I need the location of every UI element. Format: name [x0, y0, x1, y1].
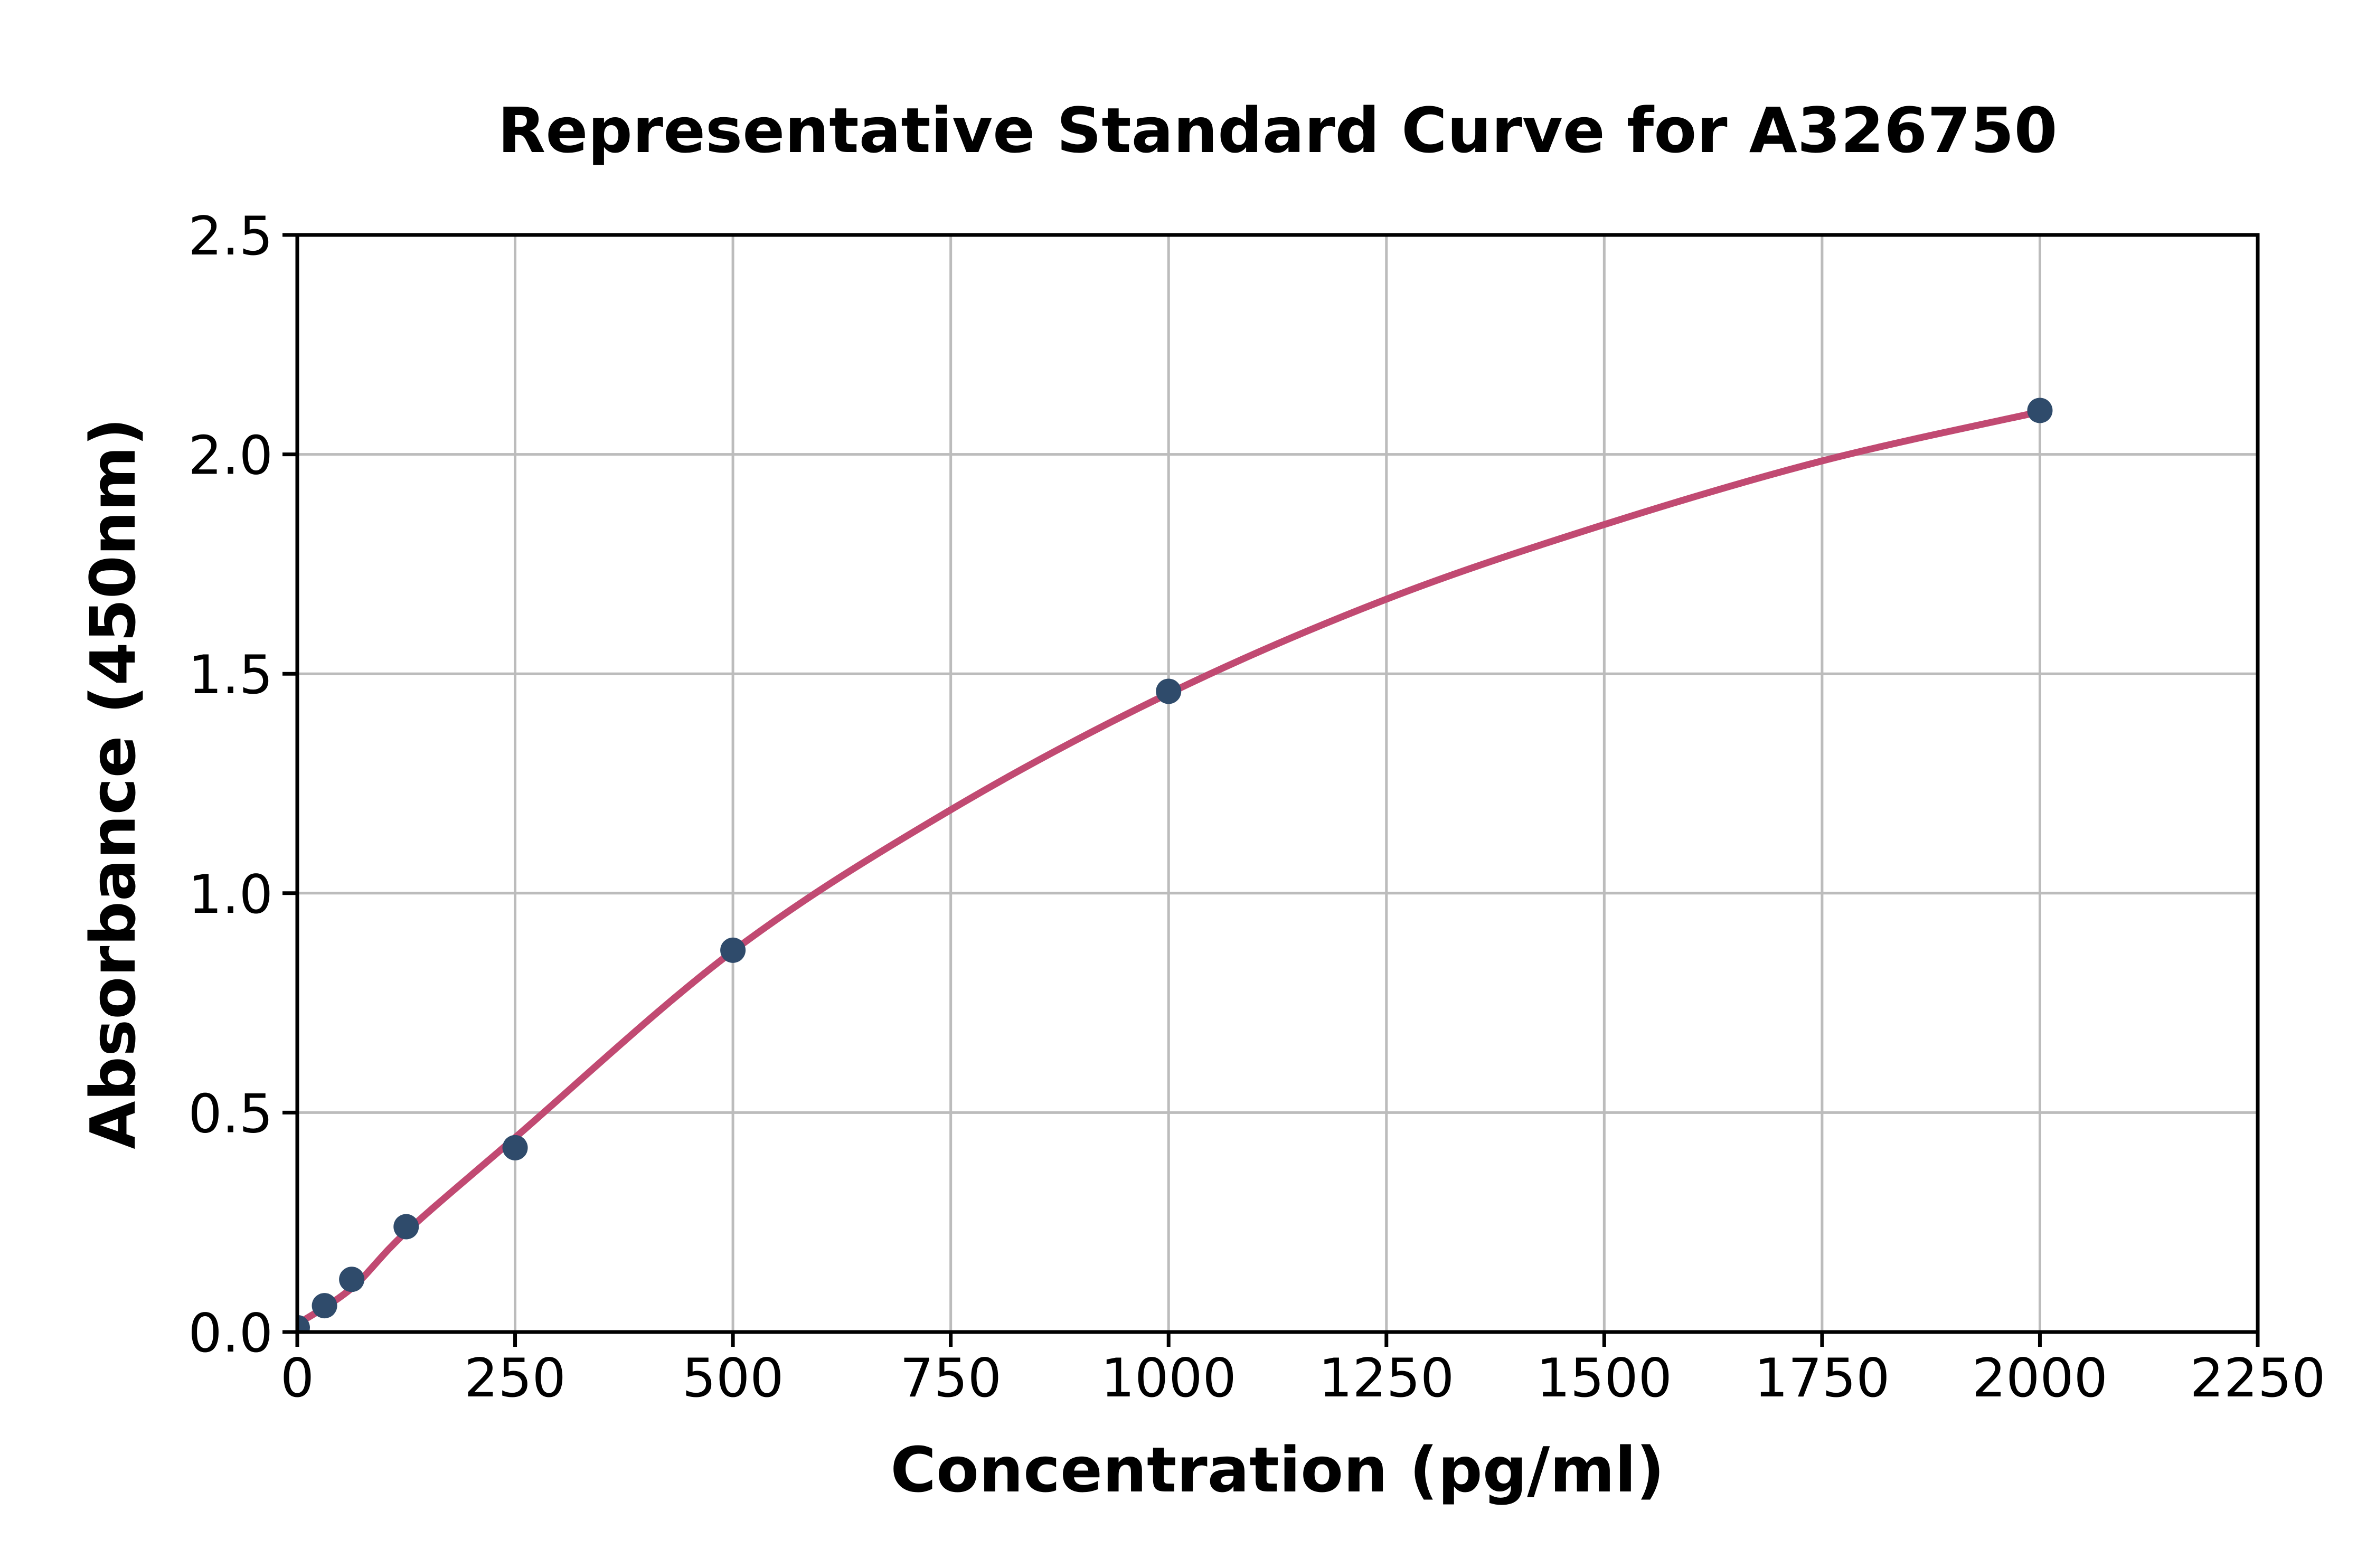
- axis-ticks: [282, 233, 2260, 1347]
- y-tick-label: 1.5: [188, 644, 273, 706]
- gridlines: [296, 233, 2259, 1334]
- fitted-curve: [297, 408, 2043, 1328]
- chart-title: Representative Standard Curve for A32675…: [497, 94, 2057, 167]
- x-tick-label: 500: [682, 1347, 784, 1409]
- x-axis-label: Concentration (pg/ml): [890, 1433, 1664, 1506]
- data-point: [393, 1214, 419, 1240]
- y-tick-label: 0.0: [188, 1302, 273, 1364]
- x-tick-label: 2000: [1972, 1347, 2108, 1409]
- x-tick-label: 2250: [2190, 1347, 2325, 1409]
- y-tick-label: 0.5: [188, 1082, 273, 1145]
- axes-box: [295, 233, 2260, 1334]
- x-tick-label: 1750: [1754, 1347, 1890, 1409]
- data-point: [339, 1267, 365, 1292]
- x-tick-label: 1000: [1101, 1347, 1237, 1409]
- tick-labels: 0 250 500 750 1000 1250 1500 1750 2000 2250 0.0 0.5…: [188, 205, 2325, 1409]
- axes-spines: [295, 233, 2260, 1334]
- data-point: [312, 1293, 337, 1319]
- y-axis-label: Absorbance (450nm): [77, 418, 149, 1149]
- data-point: [297, 1315, 310, 1332]
- data-layer: [297, 398, 2053, 1332]
- x-tick-label: 750: [900, 1347, 1002, 1409]
- data-point: [502, 1135, 528, 1160]
- data-point: [720, 937, 746, 963]
- data-point: [1156, 678, 1182, 704]
- x-tick-label: 1250: [1318, 1347, 1454, 1409]
- y-tick-label: 1.0: [188, 863, 273, 925]
- y-tick-label: 2.0: [188, 424, 273, 487]
- y-tick-label: 2.5: [188, 205, 273, 267]
- x-tick-label: 250: [464, 1347, 566, 1409]
- data-point: [2027, 398, 2053, 423]
- x-tick-label: 0: [280, 1347, 314, 1409]
- x-tick-label: 1500: [1536, 1347, 1672, 1409]
